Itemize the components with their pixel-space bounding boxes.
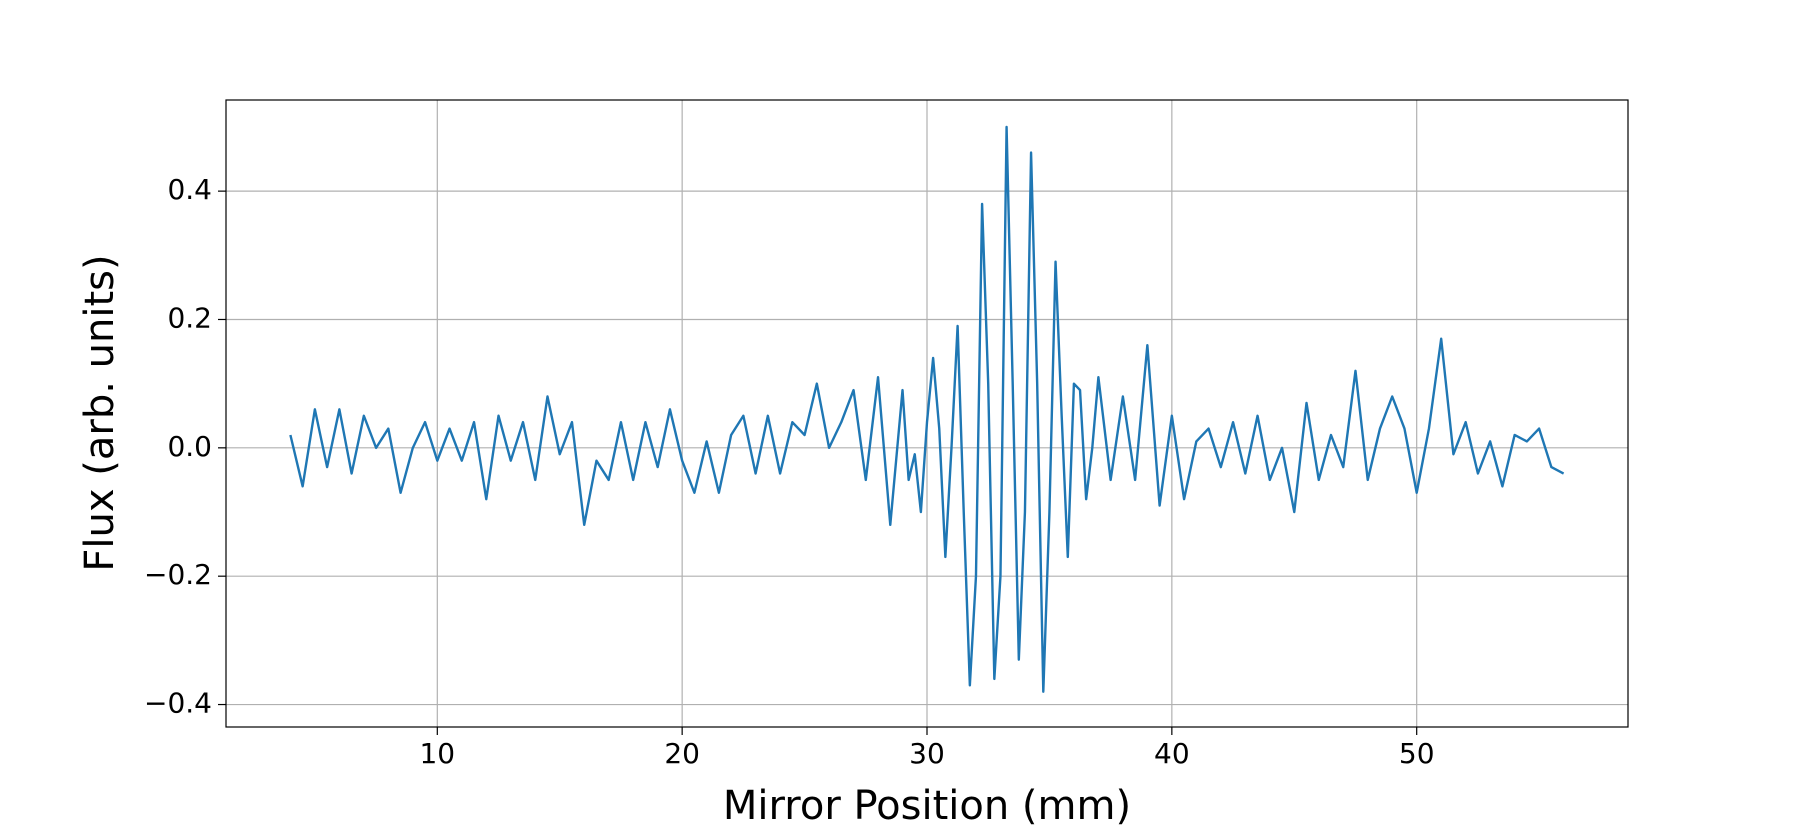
- x-tick-label: 10: [419, 737, 455, 770]
- x-tick-label: 30: [909, 737, 945, 770]
- x-tick-label: 40: [1154, 737, 1190, 770]
- y-tick-label: 0.2: [167, 301, 212, 334]
- y-tick-label: −0.4: [144, 687, 212, 720]
- x-tick-label: 50: [1399, 737, 1435, 770]
- plot-frame: [225, 99, 1629, 728]
- x-tick-label: 20: [664, 737, 700, 770]
- data-line: [289, 125, 1565, 693]
- y-tick-label: 0.4: [167, 173, 212, 206]
- y-tick-label: 0.0: [167, 430, 212, 463]
- x-axis-label: Mirror Position (mm): [723, 783, 1131, 829]
- y-axis-label: Flux (arb. units): [77, 254, 123, 571]
- y-tick-label: −0.2: [144, 558, 212, 591]
